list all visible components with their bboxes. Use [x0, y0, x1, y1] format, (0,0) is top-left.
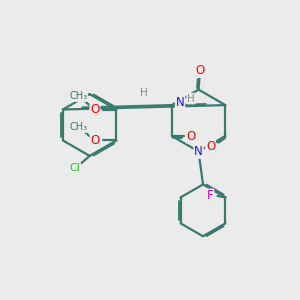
Text: N: N [176, 96, 184, 109]
Text: O: O [195, 64, 205, 77]
Text: H: H [140, 88, 148, 98]
Text: O: O [90, 134, 100, 147]
Text: H: H [187, 94, 195, 103]
Text: F: F [207, 189, 213, 203]
Text: CH₃: CH₃ [69, 122, 87, 132]
Text: CH₃: CH₃ [69, 91, 87, 101]
Text: O: O [90, 103, 100, 116]
Text: N: N [194, 145, 203, 158]
Text: Cl: Cl [70, 163, 80, 173]
Text: O: O [206, 140, 215, 153]
Text: O: O [186, 130, 196, 142]
